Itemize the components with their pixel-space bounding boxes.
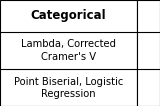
Bar <box>137 0 160 106</box>
Text: Point Biserial, Logistic
Regression: Point Biserial, Logistic Regression <box>14 77 123 99</box>
Text: Categorical: Categorical <box>31 9 106 22</box>
Bar <box>0 0 137 106</box>
Text: Lambda, Corrected
Cramer's V: Lambda, Corrected Cramer's V <box>21 39 116 62</box>
